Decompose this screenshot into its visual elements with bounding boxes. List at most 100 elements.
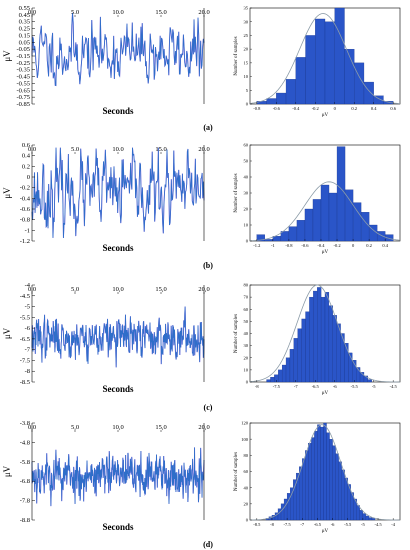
x-tick-label: 20.0 [198,146,209,153]
x-tick-label: 0.6 [390,106,396,111]
histogram-bar [311,437,315,521]
x-axis-label: μV [322,529,329,534]
signal-trace [31,447,205,507]
histogram-chart-7: 0 20 40 60 80 100 120 -8.5 -8 -7.5 -7 -6.5 -6 -5.5 -5 -… [234,421,401,534]
x-tick-label: -8 [270,522,274,527]
y-tick-label: 80 [244,453,249,458]
x-tick-label: -5 [361,522,365,527]
normal-fit-curve [249,284,401,383]
y-tick-label: -1 [25,227,30,234]
y-tick-label: 50 [244,319,249,324]
x-axis-label: Seconds [102,384,134,394]
x-tick-label: -8.5 [253,522,261,527]
y-tick-label: 10 [244,223,249,228]
histogram-bar [344,48,355,105]
y-tick-label: 20 [244,207,249,212]
y-axis-label: Number of samples [234,452,239,491]
histogram-bar [344,189,354,242]
x-tick-label: 20,0 [198,424,209,431]
y-tick-label: -7.8 [20,498,30,505]
histogram-bar [301,318,306,383]
signal-trace [31,147,205,239]
histogram-bar [373,95,384,105]
x-tick-label: -4 [391,522,395,527]
x-tick-label: -4.5 [390,384,398,389]
y-tick-label: 70 [244,295,249,300]
histogram-bar [363,81,374,105]
x-tick-label: -5.5 [344,522,352,527]
y-axis-label: Number of samples [234,173,239,212]
x-tick-label: -0.8 [253,106,261,111]
y-tick-label: 30 [244,343,249,348]
x-tick-label: 15,0 [155,424,166,431]
histogram-bar [288,226,298,242]
x-tick-label: 10,0 [112,424,123,431]
x-tick-label: -0.6 [301,243,309,248]
histogram-bar [312,199,322,242]
histogram-bar [324,292,330,383]
histogram-bar [285,357,291,383]
x-axis-label: Seconds [102,243,134,253]
y-tick-label: 0.2 [22,163,30,170]
y-tick-label: -7 [25,347,31,354]
x-tick-label: -0.4 [317,243,325,248]
normal-fit-curve [249,424,401,521]
y-tick-label: -0.05 [16,46,30,53]
histogram-bar [299,466,303,521]
x-tick-label: 0.0 [28,9,36,16]
x-tick-label: 0,0 [28,424,36,431]
histogram-bar [317,287,322,383]
y-tick-label: -8.8 [20,517,30,524]
signal-chart-7: -3.8 -4.8 -5.8 -6.8 -7.8 -8.8 0,0 5,0 10,0 15,0 20… [2,420,210,532]
y-tick-label: 0.55 [19,5,30,12]
y-tick-label: 15 [244,60,249,65]
y-tick-label: -3.8 [20,420,30,427]
y-tick-label: 25 [244,33,249,38]
histogram-bar [315,18,326,105]
x-tick-label: 0 [334,106,337,111]
x-axis-label: μV [322,391,329,396]
y-tick-label: 0.35 [19,19,30,26]
y-tick-label: -0.55 [16,80,30,87]
x-tick-label: -5 [372,384,376,389]
histogram-bar [295,57,306,105]
histogram-bar [296,220,306,242]
y-tick-label: -8 [25,368,30,375]
histogram-bar [281,364,287,383]
y-tick-label: 40 [244,175,249,180]
histogram-bar [266,98,277,105]
histogram-bar [360,212,370,242]
y-tick-label: 0.15 [19,32,30,39]
histogram-bar [368,517,373,521]
histogram-bar [344,477,348,521]
y-axis-label: μV [2,465,12,477]
y-tick-label: 60 [244,469,249,474]
y-tick-label: -0.8 [20,217,30,224]
histogram-bar [359,510,364,521]
histogram-bar [297,328,302,383]
histogram-bar [371,518,376,521]
y-tick-label: 40 [244,331,249,336]
y-tick-label: 35 [244,6,249,11]
signal-trace [31,12,205,87]
y-tick-label: -0.6 [20,206,31,213]
x-tick-label: 10,0 [112,286,123,293]
y-tick-label: 0 [246,102,249,107]
histogram-bar [277,508,282,521]
histogram-bar [256,234,265,242]
x-axis-label: Seconds [102,522,134,532]
x-tick-label: 5,0 [71,424,79,431]
x-tick-label: -8 [255,384,259,389]
y-tick-label: 20 [244,47,249,52]
histogram-bar [305,35,316,105]
histogram-bar [328,305,333,383]
y-tick-label: 0.4 [22,153,31,160]
x-tick-label: 5,0 [71,286,79,293]
y-tick-label: -0.15 [16,53,30,60]
histogram-bar [266,379,271,383]
y-tick-label: 0.25 [19,26,30,33]
histogram-bar [285,79,296,105]
x-tick-label: 15.0 [155,9,166,16]
y-tick-label: -1.2 [20,238,30,245]
x-tick-label: -6.5 [312,384,320,389]
